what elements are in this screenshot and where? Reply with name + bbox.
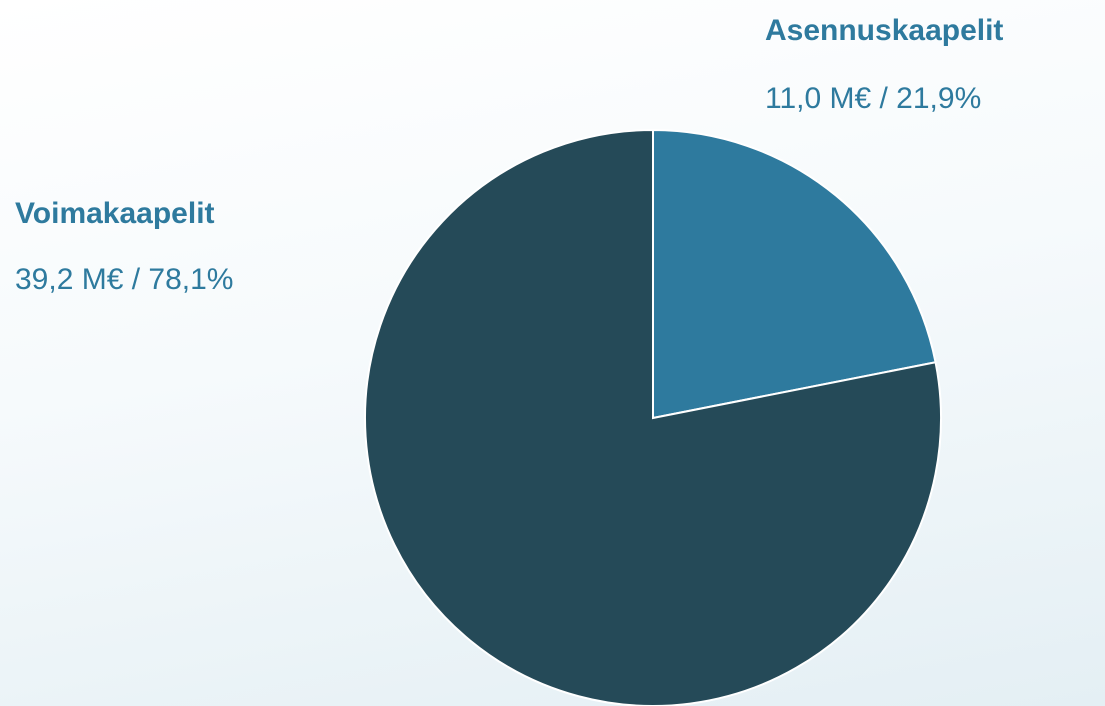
slice-category-label: Voimakaapelit xyxy=(15,197,215,230)
slice-value-label: 39,2 M€ / 78,1% xyxy=(15,263,233,296)
pie-slice xyxy=(364,128,942,706)
pie-slice xyxy=(652,128,937,420)
slice-category-label: Asennuskaapelit xyxy=(765,14,1003,47)
slice-value-label: 11,0 M€ / 21,9% xyxy=(765,82,981,115)
